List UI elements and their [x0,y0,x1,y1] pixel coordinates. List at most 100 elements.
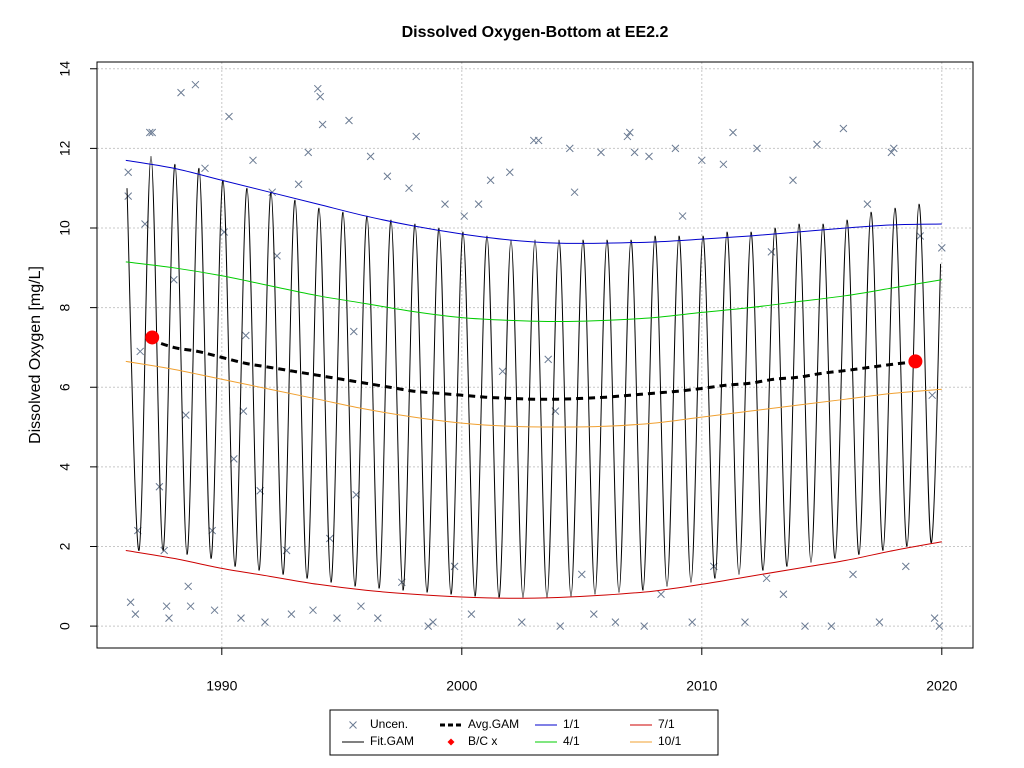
data-point [450,562,459,571]
y-tick-label: 2 [57,542,73,550]
data-point [889,144,898,153]
legend-label: Fit.GAM [370,734,414,748]
x-tick-label: 2010 [686,678,717,694]
data-point [220,228,229,236]
bc-point [145,330,160,345]
legend-symbol [349,721,357,729]
data-point [383,172,392,181]
data-point [719,160,728,169]
data-point [556,622,565,630]
data-point [282,546,291,555]
plot-area [124,80,946,630]
data-point [935,622,944,630]
y-tick-label: 14 [57,61,73,77]
series-line [126,155,942,598]
data-point [937,244,946,252]
data-point [534,136,543,145]
data-point [474,200,483,208]
y-tick-label: 8 [57,304,73,312]
data-point [273,252,281,260]
data-point [268,188,277,197]
data-point [839,124,848,133]
data-point [249,156,257,165]
legend-label: B/C x [468,734,497,748]
data-point [441,200,449,208]
series-line [149,338,918,401]
data-point [467,610,476,619]
legend-label: Uncen. [370,717,408,731]
series-line [125,159,942,244]
data-point [460,212,469,220]
legend-symbol [447,738,455,746]
y-tick-label: 0 [57,622,73,630]
data-point [210,606,219,615]
data-point [309,606,317,615]
data-point [169,275,178,284]
data-point [767,248,776,256]
data-point [373,614,382,622]
data-point [294,180,303,189]
grid [97,62,973,648]
data-point [241,331,250,340]
series-line [125,541,942,599]
data-point [671,144,680,153]
data-point [177,88,185,97]
data-point [863,200,872,208]
data-point [160,546,169,555]
data-point [124,168,133,177]
data-point [697,156,706,165]
x-tick-label: 1990 [206,678,237,694]
legend-box [329,709,719,756]
legend: Uncen. Fit.GAM Avg.GAM B/C x 1/1 4/1 7/1 10/1 [342,717,682,748]
data-point [589,610,598,619]
data-point [789,176,797,185]
data-point [162,602,171,611]
data-point [505,168,514,177]
data-point [827,622,836,630]
data-point [131,610,140,619]
data-point [801,622,809,630]
data-point [261,618,269,626]
y-axis-label: Dissolved Oxygen [mg/L] [27,266,44,444]
data-point [486,176,495,185]
data-point [498,367,507,376]
data-point [930,614,939,622]
legend-label: Avg.GAM [468,717,519,731]
chart-title: Dissolved Oxygen-Bottom at EE2.2 [402,24,669,41]
data-point [405,184,413,193]
data-point [762,574,771,583]
legend-label: 1/1 [563,717,580,731]
data-point [239,407,248,415]
y-tick-label: 12 [57,140,73,156]
data-point [155,482,164,491]
plot-frame [96,61,974,649]
data-point [544,355,553,364]
data-point [630,148,639,157]
data-point [657,590,665,599]
data-point [181,411,190,419]
data-point [611,618,620,626]
data-point [225,112,233,121]
data-point [124,192,133,201]
data-point [304,148,313,157]
legend-label: 4/1 [563,734,580,748]
y-tick-label: 4 [57,463,73,471]
data-point [623,132,632,141]
data-point [191,80,200,89]
data-point [597,148,605,157]
data-point [349,327,358,336]
data-point [678,212,687,220]
data-point [901,562,910,571]
data-point [875,618,884,626]
series-line [125,360,942,428]
x-tick-label: 2000 [446,678,477,694]
series-line [125,261,942,323]
data-point [208,526,217,535]
data-point [325,534,334,543]
data-point [186,602,195,611]
y-tick-label: 10 [57,220,73,236]
data-point [126,598,135,607]
data-point [333,614,341,622]
data-point [577,570,586,579]
data-point [357,602,365,611]
